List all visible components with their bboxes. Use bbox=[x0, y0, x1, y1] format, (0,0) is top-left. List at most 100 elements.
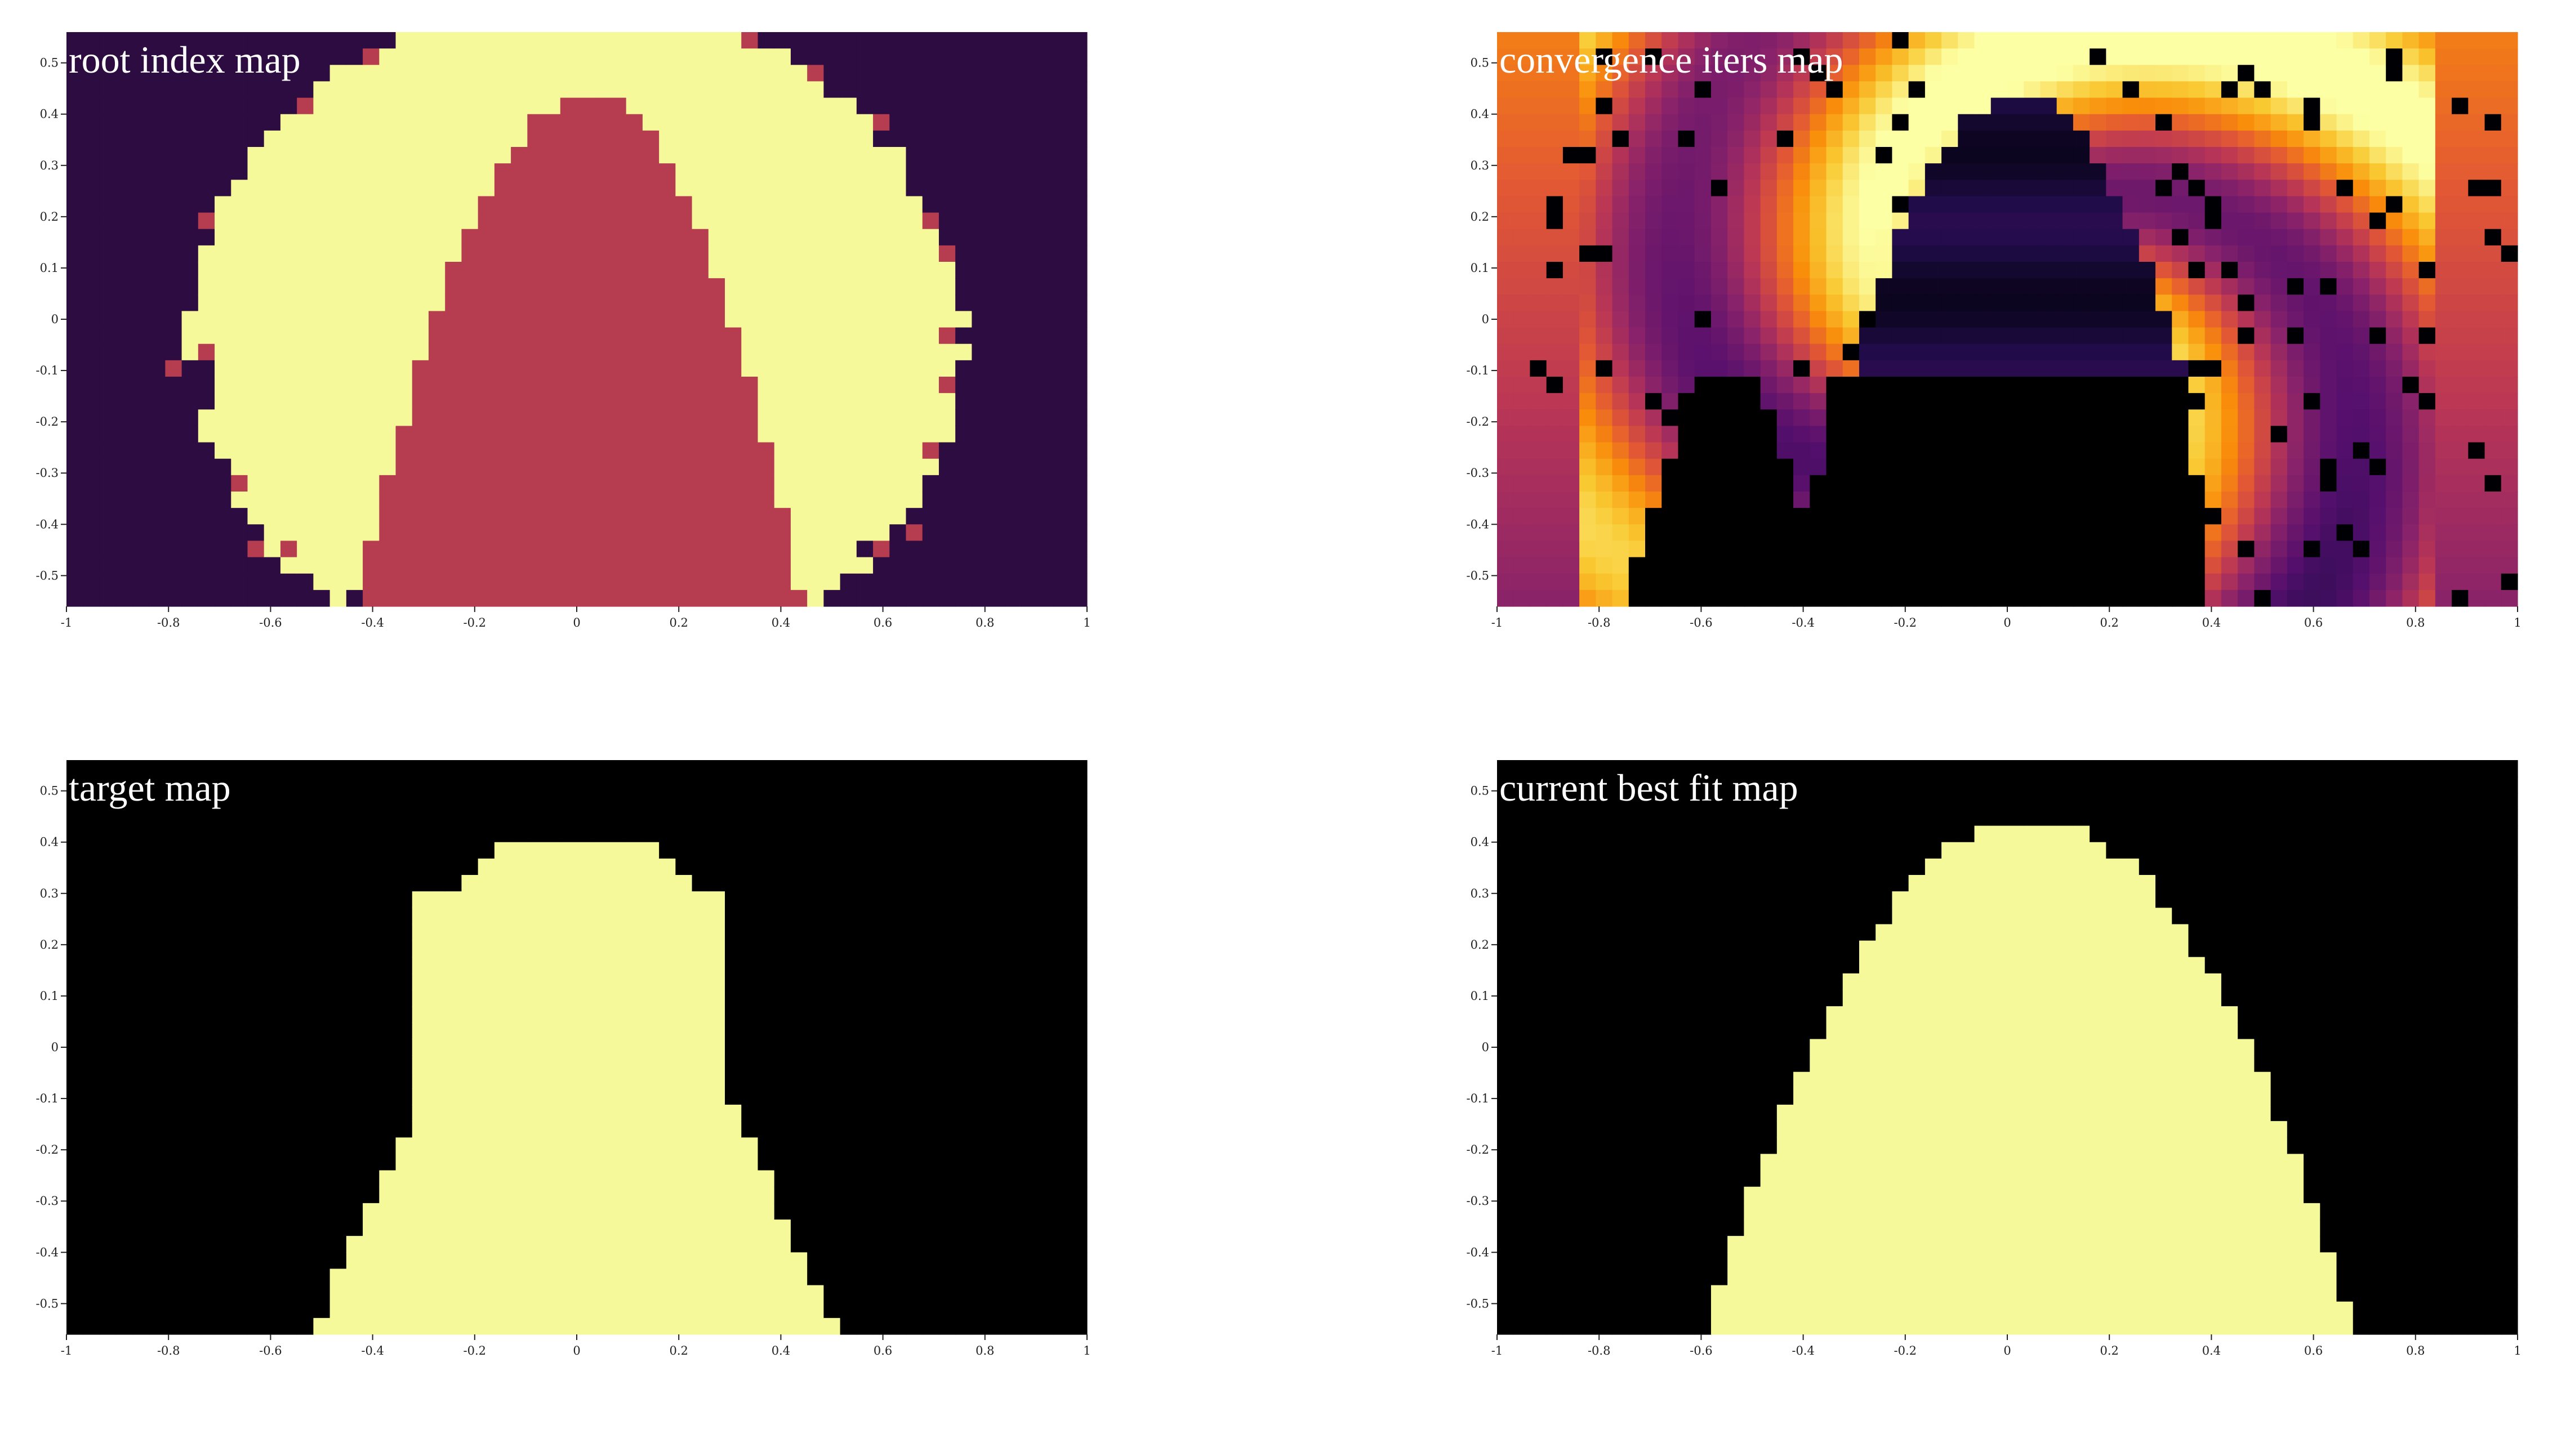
heatmap-cell bbox=[1579, 163, 1596, 180]
heatmap-cell bbox=[231, 458, 248, 476]
heatmap-cell bbox=[873, 393, 890, 410]
heatmap-cell bbox=[626, 573, 643, 591]
heatmap-cell bbox=[297, 508, 314, 525]
heatmap-cell bbox=[1037, 589, 1055, 607]
heatmap-cell bbox=[198, 1170, 215, 1187]
heatmap-cell bbox=[807, 196, 824, 213]
heatmap-cell bbox=[527, 475, 545, 492]
heatmap-cell bbox=[132, 1071, 149, 1089]
heatmap-cell bbox=[363, 196, 380, 213]
heatmap-cell bbox=[2204, 360, 2222, 377]
heatmap-cell bbox=[297, 426, 314, 443]
heatmap-cell bbox=[1678, 81, 1695, 99]
heatmap-cell bbox=[642, 97, 660, 115]
heatmap-cell bbox=[593, 343, 611, 361]
heatmap-cell bbox=[2386, 360, 2403, 377]
heatmap-cell bbox=[2402, 541, 2420, 558]
heatmap-cell bbox=[593, 81, 611, 99]
heatmap-cell bbox=[2073, 311, 2090, 328]
heatmap-cell bbox=[2270, 377, 2288, 394]
heatmap-cell bbox=[181, 842, 199, 859]
heatmap-cell bbox=[1678, 196, 1695, 213]
heatmap-cell bbox=[741, 180, 759, 197]
heatmap-cell bbox=[988, 163, 1005, 180]
heatmap-cell bbox=[1021, 311, 1038, 328]
heatmap-cell bbox=[1596, 426, 1613, 443]
heatmap-cell bbox=[346, 426, 363, 443]
heatmap-cell bbox=[2386, 81, 2403, 99]
heatmap-cell bbox=[2204, 212, 2222, 230]
heatmap-cell bbox=[2270, 360, 2288, 377]
heatmap-cell bbox=[66, 458, 83, 476]
heatmap-cell bbox=[807, 97, 824, 115]
heatmap-cell bbox=[593, 245, 611, 262]
heatmap-cell bbox=[2040, 573, 2057, 591]
heatmap-cell bbox=[938, 343, 956, 361]
heatmap-cell bbox=[363, 541, 380, 558]
heatmap-cell bbox=[2090, 114, 2106, 131]
heatmap-cell bbox=[83, 409, 100, 427]
panel-title: root index map bbox=[69, 38, 301, 81]
heatmap-cell bbox=[461, 573, 479, 591]
heatmap-cell bbox=[2353, 426, 2370, 443]
heatmap-cell bbox=[297, 842, 314, 859]
heatmap-cell bbox=[1661, 360, 1679, 377]
heatmap-cell bbox=[1070, 557, 1088, 574]
heatmap-cell bbox=[2320, 541, 2337, 558]
heatmap-cell bbox=[264, 875, 281, 892]
heatmap-cell bbox=[1974, 327, 1992, 345]
heatmap-cell bbox=[1628, 442, 1646, 459]
heatmap-cell bbox=[692, 212, 709, 230]
heatmap-cell bbox=[1974, 589, 1992, 607]
heatmap-cell bbox=[889, 524, 907, 542]
heatmap-cell bbox=[2106, 311, 2123, 328]
heatmap-cell bbox=[2221, 311, 2238, 328]
heatmap-cell bbox=[642, 492, 660, 508]
heatmap-cell bbox=[83, 957, 100, 974]
heatmap-cell bbox=[313, 48, 331, 65]
heatmap-cell bbox=[2418, 147, 2436, 164]
heatmap-cell bbox=[329, 48, 347, 65]
heatmap-cell bbox=[1941, 229, 1958, 246]
heatmap-cell bbox=[1562, 130, 1580, 148]
heatmap-cell bbox=[1546, 212, 1563, 230]
heatmap-cell bbox=[231, 875, 248, 892]
heatmap-cell bbox=[1776, 180, 1794, 197]
heatmap-cell bbox=[264, 990, 281, 1007]
heatmap-cell bbox=[1037, 458, 1055, 476]
heatmap-cell bbox=[1810, 557, 1827, 574]
heatmap-cell bbox=[181, 360, 199, 377]
heatmap-cell bbox=[1859, 475, 1876, 492]
heatmap-cell bbox=[2468, 573, 2485, 591]
heatmap-cell bbox=[2155, 65, 2172, 82]
heatmap-cell bbox=[2073, 508, 2090, 525]
heatmap-cell bbox=[938, 212, 956, 230]
heatmap-cell bbox=[692, 409, 709, 427]
heatmap-cell bbox=[2452, 180, 2469, 197]
heatmap-cell bbox=[165, 97, 182, 115]
heatmap-cell bbox=[1497, 360, 1514, 377]
heatmap-cell bbox=[2188, 278, 2206, 295]
heatmap-cell bbox=[1579, 327, 1596, 345]
heatmap-cell bbox=[494, 442, 511, 459]
heatmap-cell bbox=[329, 458, 347, 476]
heatmap-cell bbox=[807, 311, 824, 328]
heatmap-cell bbox=[494, 32, 511, 49]
heatmap-cell bbox=[774, 180, 791, 197]
heatmap-cell bbox=[2056, 212, 2074, 230]
heatmap-cell bbox=[1004, 409, 1022, 427]
heatmap-cell bbox=[2369, 196, 2386, 213]
heatmap-cell bbox=[955, 163, 973, 180]
heatmap-cell bbox=[165, 776, 182, 793]
heatmap-cell bbox=[115, 1186, 133, 1204]
heatmap-cell bbox=[741, 163, 759, 180]
heatmap-cell bbox=[445, 147, 462, 164]
heatmap-cell bbox=[149, 114, 166, 131]
heatmap-cell bbox=[626, 393, 643, 410]
heatmap-cell bbox=[165, 957, 182, 974]
heatmap-cell bbox=[560, 573, 577, 591]
heatmap-cell bbox=[149, 130, 166, 148]
heatmap-cell bbox=[527, 508, 545, 525]
heatmap-cell bbox=[1070, 81, 1088, 99]
heatmap-cell bbox=[412, 130, 429, 148]
